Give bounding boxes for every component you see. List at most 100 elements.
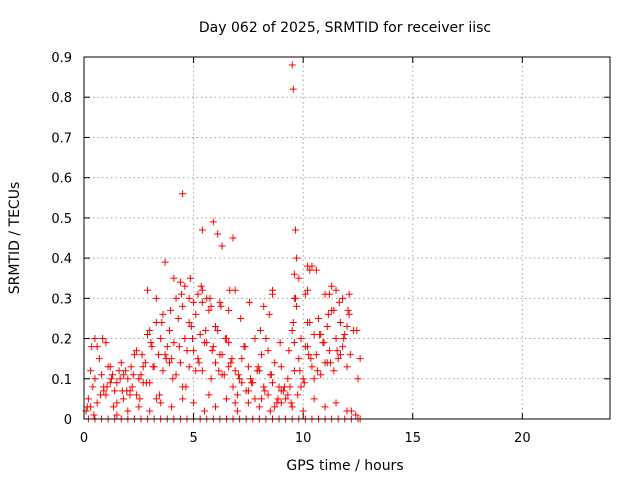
data-point [225,363,233,371]
data-point [271,403,279,411]
data-point [167,306,175,314]
data-point [281,383,289,391]
data-point [115,367,123,375]
data-point [325,290,333,298]
data-point [181,335,189,343]
data-point [192,310,200,318]
data-point [290,270,298,278]
data-point [144,286,152,294]
data-point [291,294,299,302]
data-point [346,351,354,359]
data-point [306,266,314,274]
data-point [218,242,226,250]
data-point [108,371,116,379]
data-point [165,359,173,367]
x-tick-label: 15 [404,431,421,446]
data-point [255,403,263,411]
data-point [261,387,269,395]
data-point [216,298,224,306]
data-point [186,274,194,282]
data-point [214,230,222,238]
data-point [169,375,177,383]
data-point [93,399,101,407]
data-point [274,395,282,403]
data-point [295,274,303,282]
data-point [288,327,296,335]
data-point [268,286,276,294]
data-point [127,363,135,371]
data-point [146,407,154,415]
data-point [170,274,178,282]
data-point [190,347,198,355]
data-point [212,403,219,411]
data-point [142,379,150,387]
data-point [244,387,252,395]
data-point [312,266,320,274]
data-point [235,371,243,379]
data-point [307,355,315,363]
data-point [157,399,165,407]
data-point [212,322,219,330]
data-point [332,286,340,294]
data-point [159,310,167,318]
data-point [264,391,272,399]
data-point [195,359,203,367]
data-point [313,367,321,375]
data-point [207,302,215,310]
data-point [334,355,342,363]
data-point [333,347,341,355]
data-point [229,234,237,242]
data-point [183,347,191,355]
data-point [203,339,211,347]
y-tick-label: 0.1 [51,373,72,388]
data-point [179,395,187,403]
x-tick-label: 5 [189,431,197,446]
data-point [179,190,187,198]
data-point [304,286,312,294]
data-point [111,387,119,395]
data-point [231,367,239,375]
data-point [343,407,351,415]
data-point [83,403,91,411]
data-point [214,327,222,335]
data-point [130,351,138,359]
data-point [291,226,299,234]
data-point [289,85,297,93]
data-point [185,294,193,302]
data-point [254,363,262,371]
x-tick-label: 0 [80,431,88,446]
data-point [113,379,121,387]
data-point [156,391,164,399]
data-point [267,371,275,379]
data-point [231,286,239,294]
data-point [126,391,134,399]
data-point [317,371,325,379]
data-point [106,363,114,371]
data-point [268,379,276,387]
data-point [295,355,303,363]
data-point [188,335,196,343]
y-tick-label: 0.5 [51,212,72,227]
data-point [124,407,132,415]
data-point [277,387,285,395]
data-point [300,379,308,387]
data-point [244,399,252,407]
data-point [304,343,312,351]
data-point [136,395,144,403]
data-point [231,399,239,407]
data-point [339,294,347,302]
data-point [297,335,305,343]
data-point [205,391,213,399]
data-point [118,387,126,395]
data-point [190,298,198,306]
data-point [258,395,266,403]
data-points-layer [82,61,364,423]
data-point [113,399,121,407]
chart-title: Day 062 of 2025, SRMTID for receiver iis… [199,20,491,36]
data-point [144,331,152,339]
data-point [148,343,156,351]
data-point [336,351,344,359]
data-point [170,339,178,347]
data-point [262,335,270,343]
